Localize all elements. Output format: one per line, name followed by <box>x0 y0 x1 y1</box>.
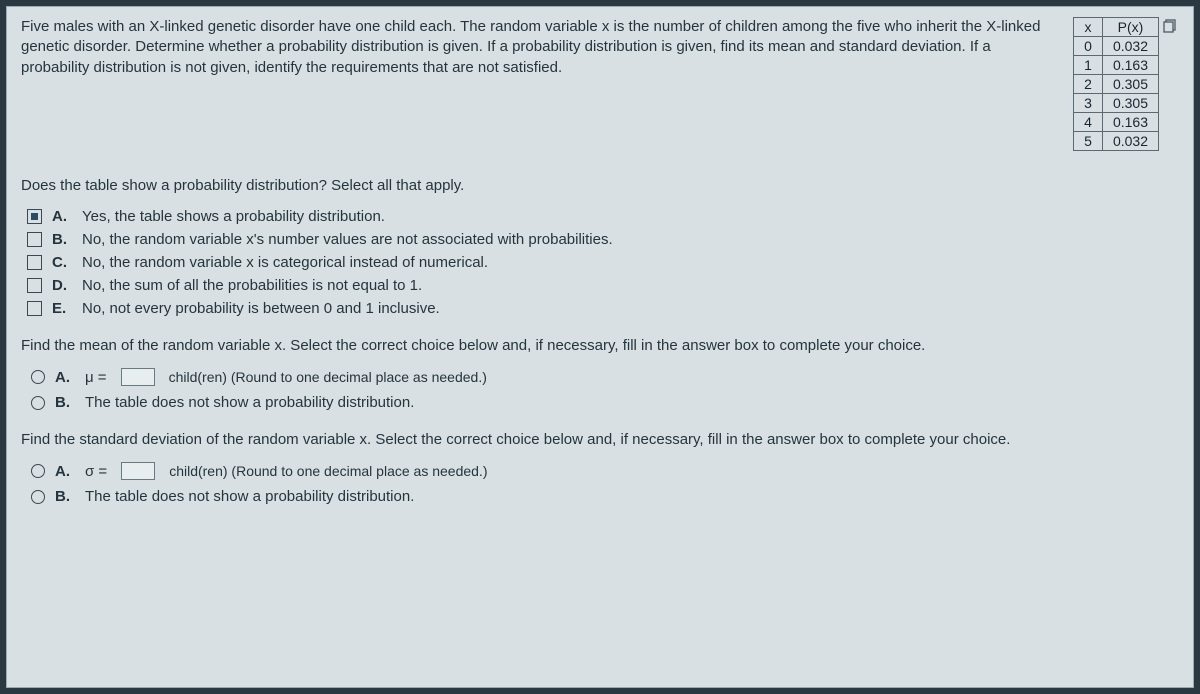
table-cell: 0.032 <box>1102 132 1158 151</box>
option-b[interactable]: B. No, the random variable x's number va… <box>27 231 1179 248</box>
radio-icon[interactable] <box>31 396 45 410</box>
option-text: The table does not show a probability di… <box>85 488 414 505</box>
option-text: No, the sum of all the probabilities is … <box>82 277 422 294</box>
mean-option-a[interactable]: A. μ = child(ren) (Round to one decimal … <box>31 368 1179 386</box>
radio-icon[interactable] <box>31 464 45 478</box>
sigma-prefix: σ = <box>85 463 107 480</box>
checkbox-icon[interactable] <box>27 232 42 247</box>
sd-option-b[interactable]: B. The table does not show a probability… <box>31 488 1179 505</box>
table-cell: 0.305 <box>1102 94 1158 113</box>
checkbox-icon[interactable] <box>27 255 42 270</box>
sd-input[interactable] <box>121 462 155 480</box>
option-text: No, the random variable x is categorical… <box>82 254 488 271</box>
checkbox-group: A. Yes, the table shows a probability di… <box>21 208 1179 317</box>
question-panel: Five males with an X-linked genetic diso… <box>6 6 1194 688</box>
table-cell: 2 <box>1074 75 1103 94</box>
checkbox-icon[interactable] <box>27 209 42 224</box>
table-cell: 1 <box>1074 56 1103 75</box>
table-cell: 4 <box>1074 113 1103 132</box>
table-cell: 0.163 <box>1102 113 1158 132</box>
radio-icon[interactable] <box>31 490 45 504</box>
mean-option-b[interactable]: B. The table does not show a probability… <box>31 394 1179 411</box>
option-c[interactable]: C. No, the random variable x is categori… <box>27 254 1179 271</box>
table-cell: 0.305 <box>1102 75 1158 94</box>
sd-radio-group: A. σ = child(ren) (Round to one decimal … <box>21 462 1179 505</box>
question-2: Find the mean of the random variable x. … <box>21 335 1179 356</box>
option-e[interactable]: E. No, not every probability is between … <box>27 300 1179 317</box>
option-d[interactable]: D. No, the sum of all the probabilities … <box>27 277 1179 294</box>
mu-suffix: child(ren) (Round to one decimal place a… <box>169 369 487 385</box>
option-text: Yes, the table shows a probability distr… <box>82 208 385 225</box>
option-a[interactable]: A. Yes, the table shows a probability di… <box>27 208 1179 225</box>
option-text: The table does not show a probability di… <box>85 394 414 411</box>
copy-icon[interactable] <box>1163 19 1179 33</box>
table-cell: 0.032 <box>1102 37 1158 56</box>
table-header-px: P(x) <box>1102 18 1158 37</box>
option-text: No, not every probability is between 0 a… <box>82 300 440 317</box>
question-1: Does the table show a probability distri… <box>21 177 1179 194</box>
table-header-x: x <box>1074 18 1103 37</box>
checkbox-icon[interactable] <box>27 278 42 293</box>
table-cell: 3 <box>1074 94 1103 113</box>
question-3: Find the standard deviation of the rando… <box>21 429 1179 450</box>
table-cell: 0 <box>1074 37 1103 56</box>
checkbox-icon[interactable] <box>27 301 42 316</box>
problem-statement: Five males with an X-linked genetic diso… <box>21 17 1049 78</box>
mu-prefix: μ = <box>85 369 107 386</box>
table-cell: 0.163 <box>1102 56 1158 75</box>
sigma-suffix: child(ren) (Round to one decimal place a… <box>169 463 487 479</box>
radio-icon[interactable] <box>31 370 45 384</box>
probability-table: x P(x) 00.032 10.163 20.305 30.305 40.16… <box>1073 17 1159 151</box>
mean-radio-group: A. μ = child(ren) (Round to one decimal … <box>21 368 1179 411</box>
table-cell: 5 <box>1074 132 1103 151</box>
option-text: No, the random variable x's number value… <box>82 231 613 248</box>
mean-input[interactable] <box>121 368 155 386</box>
sd-option-a[interactable]: A. σ = child(ren) (Round to one decimal … <box>31 462 1179 480</box>
